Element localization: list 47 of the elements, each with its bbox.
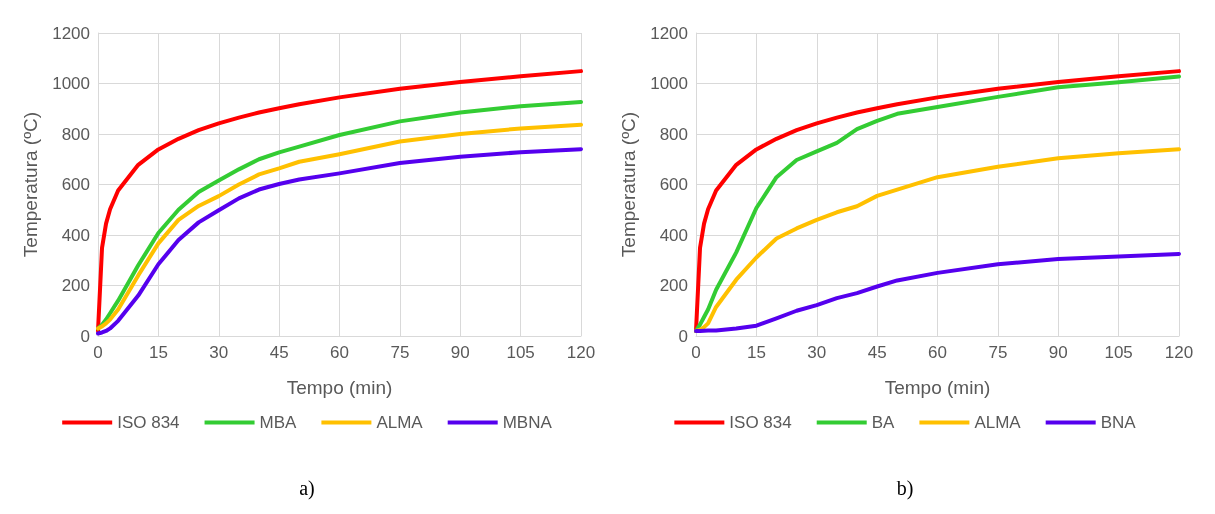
x-tick-label: 30: [807, 343, 827, 362]
legend-label: ISO 834: [729, 413, 792, 432]
y-tick-label: 600: [659, 175, 688, 194]
x-tick-label: 45: [867, 343, 887, 362]
y-tick-label: 1000: [650, 74, 688, 93]
text: b): [896, 477, 914, 500]
text: a): [299, 477, 315, 500]
x-tick-label: 0: [93, 343, 103, 362]
y-tick-label: 1200: [650, 23, 688, 43]
legend-label: MBNA: [502, 413, 553, 432]
x-tick-label: 45: [269, 343, 289, 362]
y-tick-label: 600: [61, 175, 90, 194]
x-tick-label: 90: [450, 343, 470, 362]
x-tick-label: 60: [928, 343, 947, 362]
x-tick-label: 60: [330, 343, 349, 362]
x-tick-label: 75: [390, 343, 410, 362]
legend-label: BA: [871, 413, 896, 432]
y-tick-label: 800: [659, 124, 688, 144]
x-axis-title: Tempo (min): [884, 377, 991, 398]
x-tick-label: 75: [988, 343, 1008, 362]
legend-label: ALMA: [974, 413, 1022, 432]
x-tick-label: 105: [1104, 343, 1133, 362]
y-tick-label: 800: [61, 124, 90, 144]
legend-label: ISO 834: [117, 413, 180, 432]
line-series: [694, 251, 1181, 333]
x-tick-label: 0: [691, 343, 701, 362]
y-tick-label: 400: [61, 225, 90, 245]
x-tick-label: 120: [1164, 343, 1194, 362]
x-tick-label: 15: [746, 343, 766, 362]
y-tick-label: 400: [659, 225, 688, 245]
legend-label: MBA: [259, 413, 298, 432]
x-tick-label: 90: [1048, 343, 1068, 362]
y-tick-label: 200: [659, 276, 688, 295]
x-tick-label: 105: [506, 343, 535, 362]
y-tick-label: 0: [678, 326, 688, 346]
y-tick-label: 1200: [52, 23, 90, 43]
x-tick-label: 15: [148, 343, 168, 362]
y-axis-title: Temperatura (ºC): [20, 111, 41, 258]
legend-label: ALMA: [376, 413, 424, 432]
y-tick-label: 0: [80, 326, 90, 346]
x-tick-label: 120: [566, 343, 596, 362]
x-axis-title: Tempo (min): [286, 377, 393, 398]
x-tick-label: 30: [209, 343, 229, 362]
y-tick-label: 1000: [52, 74, 90, 93]
y-tick-label: 200: [61, 276, 90, 295]
legend-label: BNA: [1100, 413, 1137, 432]
y-axis-title: Temperatura (ºC): [618, 111, 639, 258]
